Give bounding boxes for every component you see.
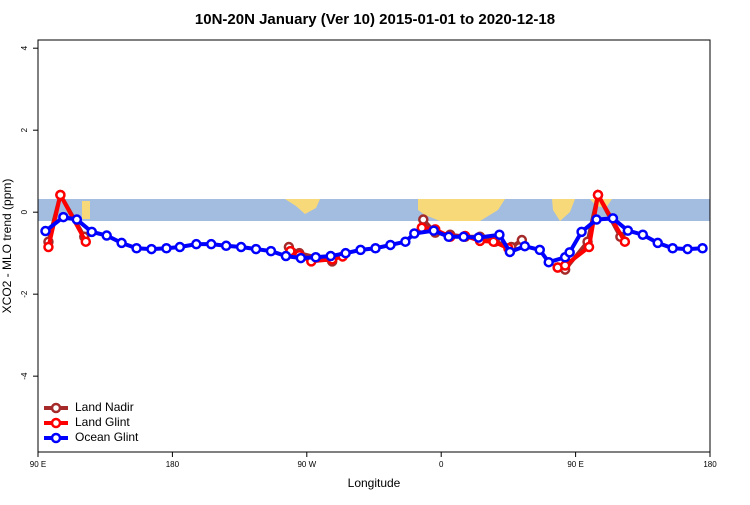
point: [342, 249, 350, 257]
point: [430, 227, 438, 235]
y-tick-label: 0: [20, 209, 29, 214]
point: [419, 216, 427, 224]
x-tick-label: 180: [703, 460, 717, 469]
point: [267, 247, 275, 255]
x-tick-label: 0: [439, 460, 444, 469]
y-tick-label: -2: [20, 290, 29, 298]
x-tick-label: 90 W: [297, 460, 316, 469]
point: [536, 246, 544, 254]
point: [621, 238, 629, 246]
point: [585, 243, 593, 251]
x-tick-label: 90 E: [567, 460, 583, 469]
legend-label: Land Glint: [75, 415, 130, 429]
chart: 10N-20N January (Ver 10) 2015-01-01 to 2…: [0, 0, 750, 500]
point: [460, 233, 468, 241]
point: [176, 243, 184, 251]
point: [192, 240, 200, 248]
point: [578, 228, 586, 236]
legend-marker: [52, 419, 60, 427]
x-tick-label: 90 E: [30, 460, 46, 469]
legend-marker: [52, 434, 60, 442]
legend-label: Land Nadir: [75, 400, 134, 414]
point: [282, 252, 290, 260]
point: [133, 244, 141, 252]
point: [252, 245, 260, 253]
point: [103, 232, 111, 240]
point: [654, 239, 662, 247]
point: [401, 238, 409, 246]
point: [207, 240, 215, 248]
chart-title: 10N-20N January (Ver 10) 2015-01-01 to 2…: [195, 11, 555, 28]
point: [639, 231, 647, 239]
point: [495, 231, 503, 239]
y-tick-label: 4: [20, 45, 29, 50]
point: [410, 229, 418, 237]
point: [147, 245, 155, 253]
point: [88, 228, 96, 236]
point: [506, 248, 514, 256]
point: [327, 252, 335, 260]
point: [44, 243, 52, 251]
point: [594, 191, 602, 199]
legend-label: Ocean Glint: [75, 430, 139, 444]
point: [624, 227, 632, 235]
y-tick-label: -4: [20, 372, 29, 380]
point: [82, 238, 90, 246]
point: [561, 261, 569, 269]
point: [312, 253, 320, 261]
point: [73, 216, 81, 224]
point: [566, 248, 574, 256]
point: [699, 244, 707, 252]
y-tick-label: 2: [20, 127, 29, 132]
point: [59, 213, 67, 221]
x-tick-label: 180: [166, 460, 180, 469]
point: [521, 242, 529, 250]
point: [669, 244, 677, 252]
x-axis-label: Longitude: [348, 476, 401, 490]
point: [41, 227, 49, 235]
point: [593, 216, 601, 224]
point: [684, 245, 692, 253]
point: [357, 246, 365, 254]
point: [222, 242, 230, 250]
point: [371, 244, 379, 252]
point: [445, 233, 453, 241]
point: [162, 244, 170, 252]
point: [545, 258, 553, 266]
series-line: [45, 217, 702, 262]
point: [609, 214, 617, 222]
y-axis-label: XCO2 - MLO trend (ppm): [0, 179, 14, 314]
point: [118, 239, 126, 247]
point: [56, 191, 64, 199]
point: [475, 234, 483, 242]
point: [297, 254, 305, 262]
point: [237, 243, 245, 251]
legend-marker: [52, 404, 60, 412]
point: [386, 241, 394, 249]
